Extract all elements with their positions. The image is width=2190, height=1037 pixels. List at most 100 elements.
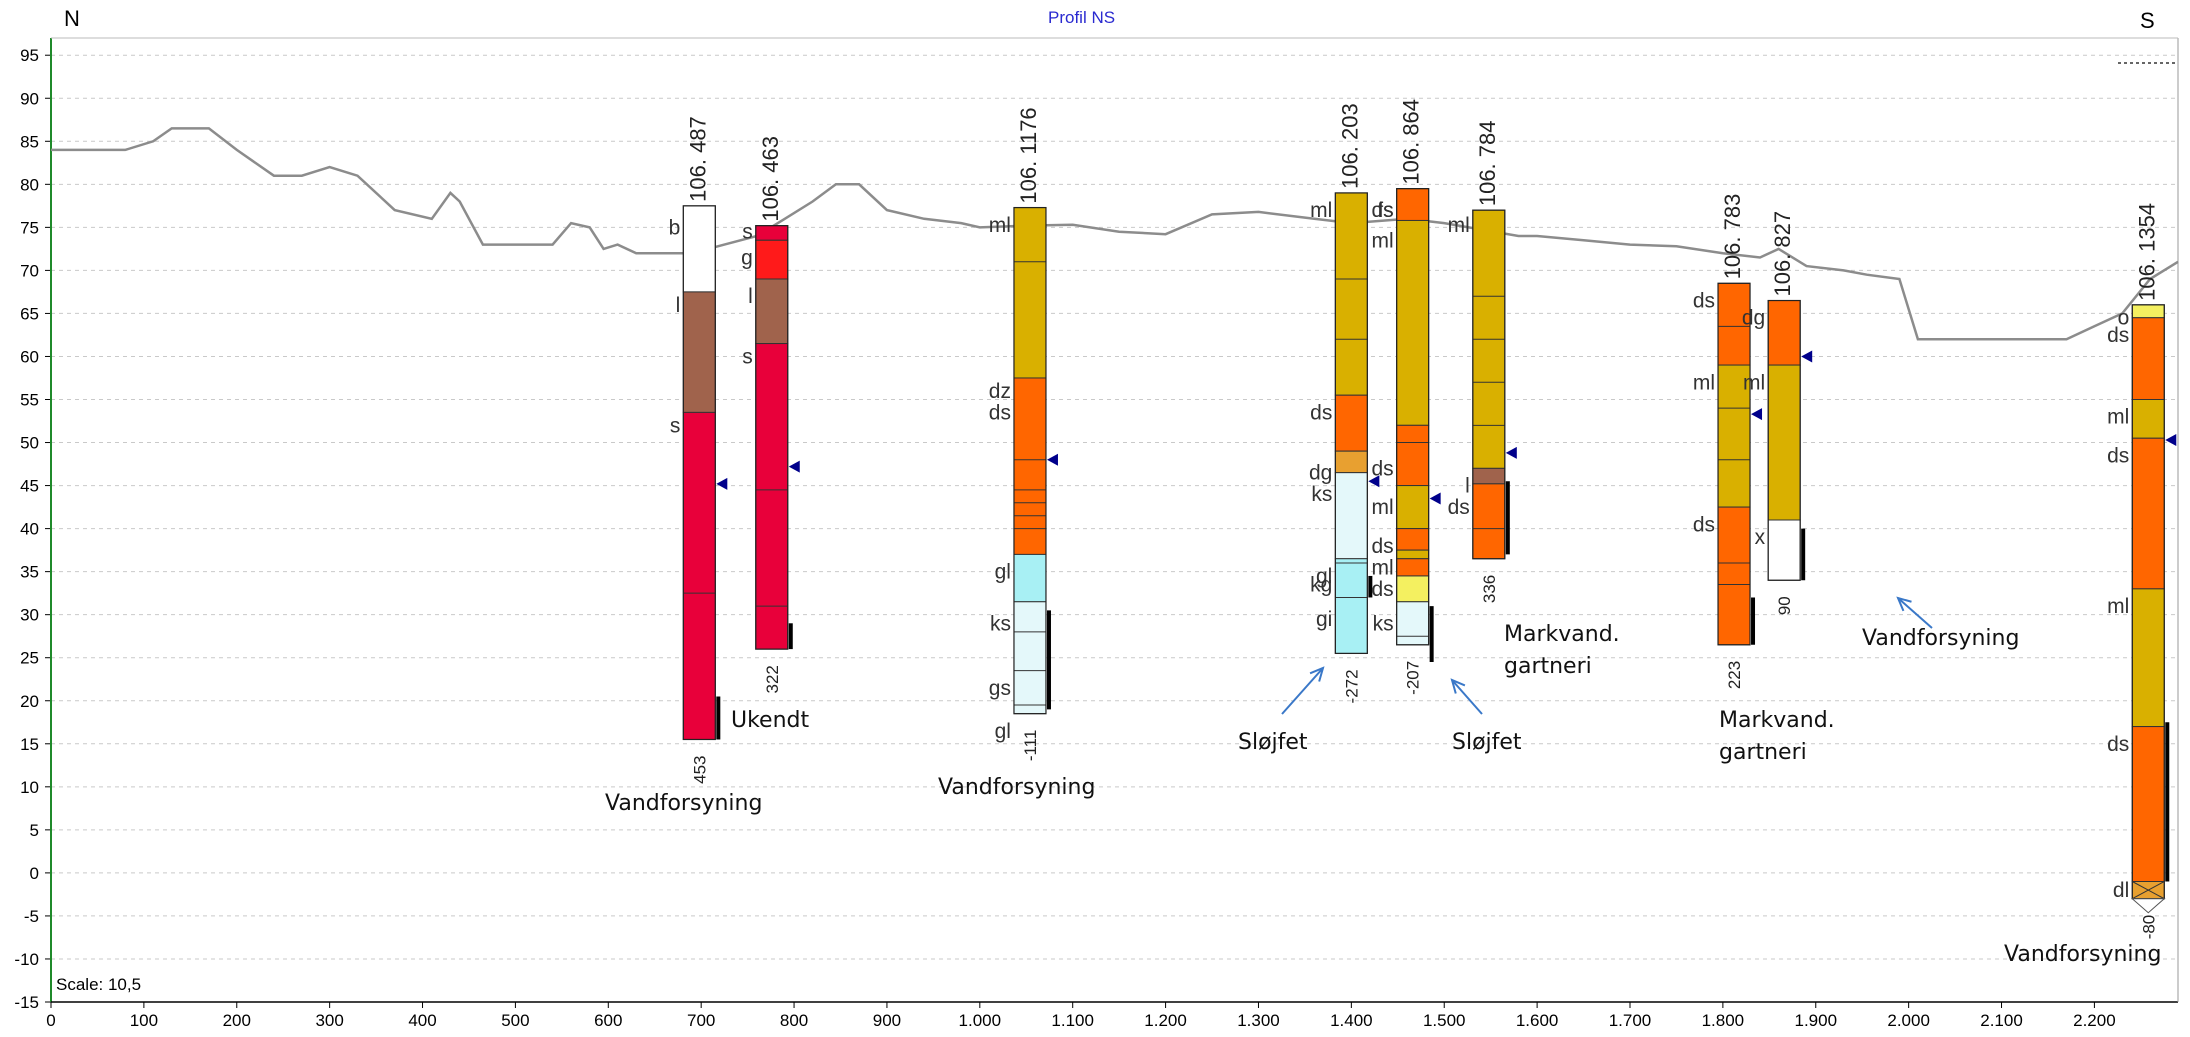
x-tick-label: 1.800 bbox=[1702, 1011, 1745, 1030]
lithology-label: s bbox=[742, 345, 753, 368]
borehole-outline bbox=[755, 225, 789, 650]
borehole-layer bbox=[1767, 300, 1801, 366]
lithology-label: dg bbox=[1742, 307, 1765, 330]
borehole-id: 106. 463 bbox=[758, 136, 783, 222]
x-tick-label: 1.900 bbox=[1794, 1011, 1837, 1030]
lithology-label: gl bbox=[995, 720, 1011, 743]
borehole-layer bbox=[1472, 467, 1506, 485]
lithology-label: ds bbox=[2107, 733, 2129, 756]
arrow-slojfet-1-head bbox=[1309, 666, 1325, 682]
borehole-layer bbox=[1396, 549, 1430, 560]
borehole-layer bbox=[1013, 553, 1047, 603]
lithology-label: ml bbox=[2107, 595, 2129, 618]
x-tick-label: 800 bbox=[780, 1011, 808, 1030]
lithology-label: ml bbox=[1693, 371, 1715, 394]
lithology-label: ks bbox=[990, 612, 1011, 635]
y-tick-label: 25 bbox=[20, 649, 39, 668]
arrow-vandforsyning-head bbox=[1896, 596, 1912, 612]
borehole-depth-number: 223 bbox=[1725, 661, 1744, 689]
borehole-7: 106. 827 90 dg ml x bbox=[1742, 211, 1813, 615]
borehole-outline bbox=[1767, 299, 1801, 581]
borehole-layer bbox=[1334, 450, 1368, 474]
lithology-label: s bbox=[670, 414, 681, 437]
borehole-0: 106. 487 453 b l s bbox=[669, 116, 728, 784]
terrain-line bbox=[51, 127, 2179, 341]
borehole-layer bbox=[682, 411, 716, 740]
lithology-label: ds bbox=[1448, 496, 1470, 519]
lithology-label: ds bbox=[1371, 199, 1393, 222]
annotation-ukendt: Ukendt bbox=[731, 708, 810, 733]
borehole-id: 106. 784 bbox=[1475, 121, 1500, 207]
water-level-marker bbox=[788, 460, 800, 473]
south-label: S bbox=[2140, 8, 2155, 33]
lithology-label: dg bbox=[1309, 462, 1332, 485]
y-tick-label: 35 bbox=[20, 563, 39, 582]
borehole-layer bbox=[1396, 424, 1430, 487]
lithology-label: o bbox=[2118, 307, 2130, 330]
borehole-layer bbox=[1013, 377, 1047, 555]
borehole-layer bbox=[1717, 282, 1751, 366]
lithology-label: kg bbox=[1310, 574, 1332, 597]
y-tick-label: 65 bbox=[20, 304, 39, 323]
y-tick-label: 10 bbox=[20, 778, 39, 797]
x-tick-label: 2.100 bbox=[1980, 1011, 2023, 1030]
x-tick-label: 1.200 bbox=[1144, 1011, 1187, 1030]
borehole-id: 106. 783 bbox=[1720, 194, 1745, 280]
lithology-label: dz bbox=[989, 380, 1011, 403]
borehole-depth-number: 322 bbox=[763, 665, 782, 693]
borehole-layer bbox=[1396, 558, 1430, 577]
water-level-marker bbox=[2165, 433, 2177, 446]
borehole-depth-number: -272 bbox=[1342, 669, 1361, 703]
annotation-vandforsyning-1: Vandforsyning bbox=[605, 791, 763, 816]
y-tick-label: 90 bbox=[20, 89, 39, 108]
x-tick-label: 1.300 bbox=[1237, 1011, 1280, 1030]
borehole-layer bbox=[1396, 188, 1430, 221]
borehole-depth-number: -111 bbox=[1021, 730, 1040, 762]
borehole-layer bbox=[2131, 317, 2165, 401]
lithology-label: gl bbox=[1316, 565, 1332, 588]
profile-title: Profil NS bbox=[1048, 8, 1116, 27]
borehole-layer bbox=[1013, 601, 1047, 715]
lithology-label: ds bbox=[989, 401, 1011, 424]
y-tick-label: -15 bbox=[14, 993, 39, 1012]
borehole-tip bbox=[2130, 898, 2166, 914]
arrow-vandforsyning bbox=[1897, 597, 1933, 629]
borehole-layer bbox=[682, 291, 716, 413]
borehole-outline bbox=[1717, 282, 1751, 646]
lithology-label: gs bbox=[989, 677, 1011, 700]
y-tick-label: 95 bbox=[20, 46, 39, 65]
y-tick-label: -10 bbox=[14, 950, 39, 969]
x-tick-label: 500 bbox=[501, 1011, 529, 1030]
scale-label: Scale: 10,5 bbox=[56, 975, 142, 994]
borehole-layer bbox=[1717, 506, 1751, 646]
borehole-layer bbox=[1767, 519, 1801, 581]
x-tick-label: 200 bbox=[223, 1011, 251, 1030]
lithology-label: gl bbox=[995, 561, 1011, 584]
x-tick-label: 900 bbox=[873, 1011, 901, 1030]
borehole-depth-number: -207 bbox=[1404, 661, 1423, 695]
lithology-label: l bbox=[748, 285, 753, 308]
x-tick-label: 100 bbox=[130, 1011, 158, 1030]
lithology-label: dl bbox=[2113, 879, 2129, 902]
x-tick-label: 1.600 bbox=[1516, 1011, 1559, 1030]
borehole-layer bbox=[755, 343, 789, 650]
y-tick-label: -5 bbox=[24, 907, 39, 926]
lithology-label: ds bbox=[1371, 457, 1393, 480]
lithology-label: ds bbox=[2107, 324, 2129, 347]
borehole-id: 106. 827 bbox=[1770, 211, 1795, 297]
water-level-marker bbox=[1751, 408, 1763, 421]
water-level-marker bbox=[1505, 446, 1517, 459]
borehole-5: 106. 784 336 ml lds bbox=[1448, 121, 1517, 603]
borehole-outline bbox=[1013, 206, 1047, 715]
borehole-id: 106. 1176 bbox=[1016, 107, 1041, 203]
annotation-slojfet-1: Sløjfet bbox=[1238, 730, 1308, 755]
borehole-depth-number: 453 bbox=[690, 755, 709, 783]
borehole-id: 106. 487 bbox=[685, 116, 710, 202]
lithology-label: l bbox=[676, 294, 681, 317]
annotation-vandforsyning-4: Vandforsyning bbox=[2004, 942, 2162, 967]
